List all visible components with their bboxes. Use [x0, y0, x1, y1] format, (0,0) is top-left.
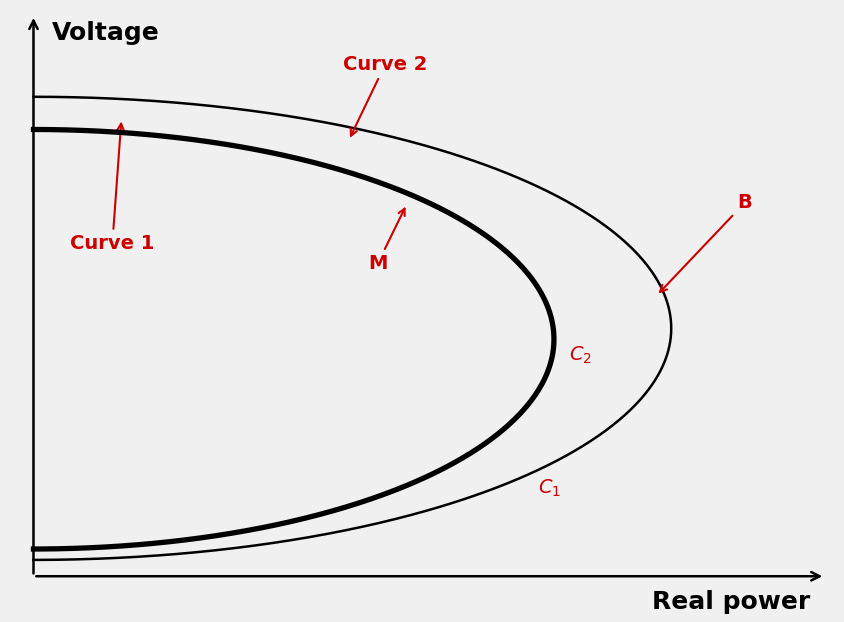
Text: B: B	[660, 193, 752, 292]
Text: Voltage: Voltage	[51, 21, 160, 45]
Text: $C_2$: $C_2$	[569, 345, 592, 366]
Text: Curve 2: Curve 2	[344, 55, 428, 136]
Text: M: M	[368, 208, 404, 274]
Text: $C_1$: $C_1$	[538, 478, 561, 499]
Text: Curve 1: Curve 1	[70, 124, 154, 253]
Text: Real power: Real power	[652, 590, 810, 614]
